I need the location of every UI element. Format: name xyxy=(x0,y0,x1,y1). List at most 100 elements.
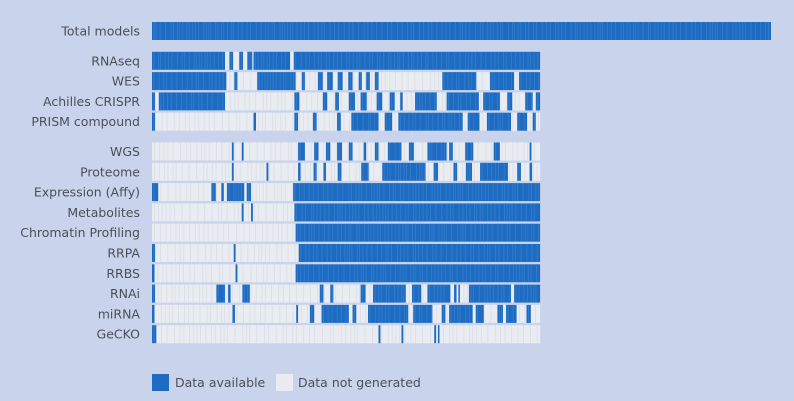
texture-line xyxy=(266,264,268,283)
texture-line xyxy=(349,284,350,303)
row-track-proteome xyxy=(152,162,541,181)
segment-streak xyxy=(475,183,477,202)
texture-line xyxy=(536,325,538,344)
texture-line xyxy=(273,183,275,202)
segment-streak xyxy=(534,112,536,131)
texture-line xyxy=(188,162,190,181)
segment-streak xyxy=(376,142,378,161)
segment-streak xyxy=(492,183,494,202)
texture-line xyxy=(443,162,445,181)
segment-streak xyxy=(462,264,464,283)
segment-streak xyxy=(303,183,305,202)
texture-line xyxy=(271,112,273,131)
segment-streak xyxy=(755,22,756,40)
segment-streak xyxy=(176,72,178,91)
texture-line xyxy=(463,325,465,344)
segment-streak xyxy=(379,223,381,242)
segment-streak xyxy=(512,244,514,262)
segment-rnai-7 xyxy=(372,284,406,303)
texture-line xyxy=(411,92,413,111)
segment-streak xyxy=(378,304,380,323)
segment-streak xyxy=(478,264,480,283)
texture-line xyxy=(181,203,183,222)
texture-line xyxy=(466,284,468,303)
segment-streak xyxy=(444,112,446,131)
segment-streak xyxy=(432,51,434,70)
segment-proteome-4 xyxy=(323,162,326,181)
segment-streak xyxy=(496,22,498,40)
segment-streak xyxy=(479,22,481,40)
texture-line xyxy=(322,325,323,344)
texture-line xyxy=(226,72,227,91)
segment-streak xyxy=(385,244,387,262)
segment-streak xyxy=(497,264,499,283)
segment-streak xyxy=(425,112,427,131)
segment-streak xyxy=(300,22,302,40)
texture-line xyxy=(485,142,487,161)
segment-streak xyxy=(507,304,509,323)
segment-wes-0 xyxy=(152,72,227,91)
segment-streak xyxy=(160,51,162,70)
segment-streak xyxy=(497,92,498,111)
segment-streak xyxy=(705,22,707,40)
texture-line xyxy=(167,142,169,161)
segment-streak xyxy=(203,72,205,91)
texture-line xyxy=(326,92,328,111)
segment-streak xyxy=(171,72,173,91)
texture-line xyxy=(462,162,464,181)
texture-line xyxy=(366,142,368,161)
segment-achilles-crispr-13 xyxy=(507,92,513,111)
segment-streak xyxy=(269,72,271,91)
segment-streak xyxy=(217,51,219,70)
segment-achilles-crispr-11 xyxy=(446,92,479,111)
segment-streak xyxy=(620,22,622,40)
segment-streak xyxy=(219,72,221,91)
segment-streak xyxy=(153,92,155,111)
texture-line xyxy=(384,72,386,91)
segment-streak xyxy=(444,142,446,161)
segment-streak xyxy=(549,22,551,40)
segment-streak xyxy=(353,92,355,111)
texture-line xyxy=(369,284,371,303)
segment-streak xyxy=(524,223,526,242)
segment-streak xyxy=(313,223,315,242)
segment-streak xyxy=(672,22,674,40)
segment-wgs-0 xyxy=(231,142,234,161)
row-label-wes: WES xyxy=(112,74,140,89)
segment-streak xyxy=(495,162,497,181)
segment-streak xyxy=(387,244,389,262)
texture-line xyxy=(274,142,276,161)
segment-streak xyxy=(443,223,445,242)
segment-streak xyxy=(283,72,284,91)
segment-streak xyxy=(362,244,364,262)
segment-streak xyxy=(413,22,415,40)
texture-line xyxy=(228,112,230,131)
segment-streak xyxy=(384,264,386,283)
texture-line xyxy=(211,284,213,303)
segment-streak xyxy=(415,183,417,202)
texture-line xyxy=(193,304,194,323)
texture-line xyxy=(415,325,417,344)
texture-line xyxy=(266,183,268,202)
texture-line xyxy=(171,284,173,303)
segment-streak xyxy=(515,203,517,222)
segment-streak xyxy=(448,112,450,131)
texture-line xyxy=(299,112,301,131)
texture-line xyxy=(188,304,190,323)
texture-line xyxy=(197,203,199,222)
texture-line xyxy=(262,223,263,242)
segment-streak xyxy=(170,92,172,111)
segment-streak xyxy=(528,183,530,202)
texture-line xyxy=(275,203,277,222)
segment-streak xyxy=(260,51,262,70)
segment-proteome-10 xyxy=(465,162,473,181)
segment-streak xyxy=(405,264,407,283)
segment-streak xyxy=(209,72,211,91)
segment-rnai-8 xyxy=(411,284,422,303)
texture-line xyxy=(365,304,367,323)
texture-line xyxy=(379,112,381,131)
segment-streak xyxy=(433,284,435,303)
row-rrbs: RRBS xyxy=(106,264,541,283)
segment-streak xyxy=(417,51,419,70)
